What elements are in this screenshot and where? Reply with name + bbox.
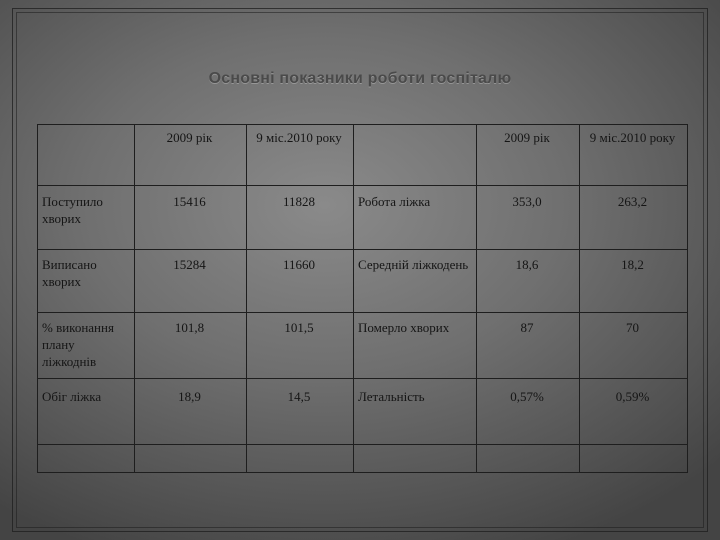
row-label: Виписано хворих [37, 249, 135, 313]
header-cell-empty-2 [353, 124, 477, 186]
cell-value: 18,6 [476, 249, 580, 313]
slide-title: Основні показники роботи госпіталю [208, 70, 512, 87]
cell-value: 353,0 [476, 185, 580, 250]
table-row: % виконання плану ліжкоднів 101,8 101,5 … [37, 312, 688, 379]
cell-value: 263,2 [579, 185, 688, 250]
cell-value: 0,59% [579, 378, 688, 445]
cell-value: 101,8 [134, 312, 247, 379]
row-label: Обіг ліжка [37, 378, 135, 445]
empty-cell [579, 444, 688, 473]
header-cell-empty-1 [37, 124, 135, 186]
cell-value: 11828 [246, 185, 354, 250]
cell-value: 14,5 [246, 378, 354, 445]
table-row-empty [37, 444, 688, 473]
empty-cell [476, 444, 580, 473]
cell-value: 18,2 [579, 249, 688, 313]
table-row: Поступило хворих 15416 11828 Робота ліжк… [37, 185, 688, 250]
cell-value: 87 [476, 312, 580, 379]
cell-value: 11660 [246, 249, 354, 313]
row-label: Робота ліжка [353, 185, 477, 250]
header-cell-9m-2010-b: 9 міс.2010 року [579, 124, 688, 186]
cell-value: 15284 [134, 249, 247, 313]
cell-value: 15416 [134, 185, 247, 250]
row-label: Середній ліжкодень [353, 249, 477, 313]
header-cell-2009-b: 2009 рік [476, 124, 580, 186]
indicators-table: 2009 рік 9 міс.2010 року 2009 рік 9 міс.… [37, 124, 688, 473]
empty-cell [353, 444, 477, 473]
header-cell-9m-2010: 9 міс.2010 року [246, 124, 354, 186]
row-label: % виконання плану ліжкоднів [37, 312, 135, 379]
row-label: Летальність [353, 378, 477, 445]
row-label: Поступило хворих [37, 185, 135, 250]
empty-cell [37, 444, 135, 473]
table-row: Обіг ліжка 18,9 14,5 Летальність 0,57% 0… [37, 378, 688, 445]
cell-value: 70 [579, 312, 688, 379]
cell-value: 18,9 [134, 378, 247, 445]
table-header-row: 2009 рік 9 міс.2010 року 2009 рік 9 міс.… [37, 124, 688, 186]
slide-frame [12, 8, 708, 532]
row-label: Померло хворих [353, 312, 477, 379]
cell-value: 0,57% [476, 378, 580, 445]
empty-cell [246, 444, 354, 473]
table-row: Виписано хворих 15284 11660 Середній ліж… [37, 249, 688, 313]
empty-cell [134, 444, 247, 473]
cell-value: 101,5 [246, 312, 354, 379]
header-cell-2009: 2009 рік [134, 124, 247, 186]
